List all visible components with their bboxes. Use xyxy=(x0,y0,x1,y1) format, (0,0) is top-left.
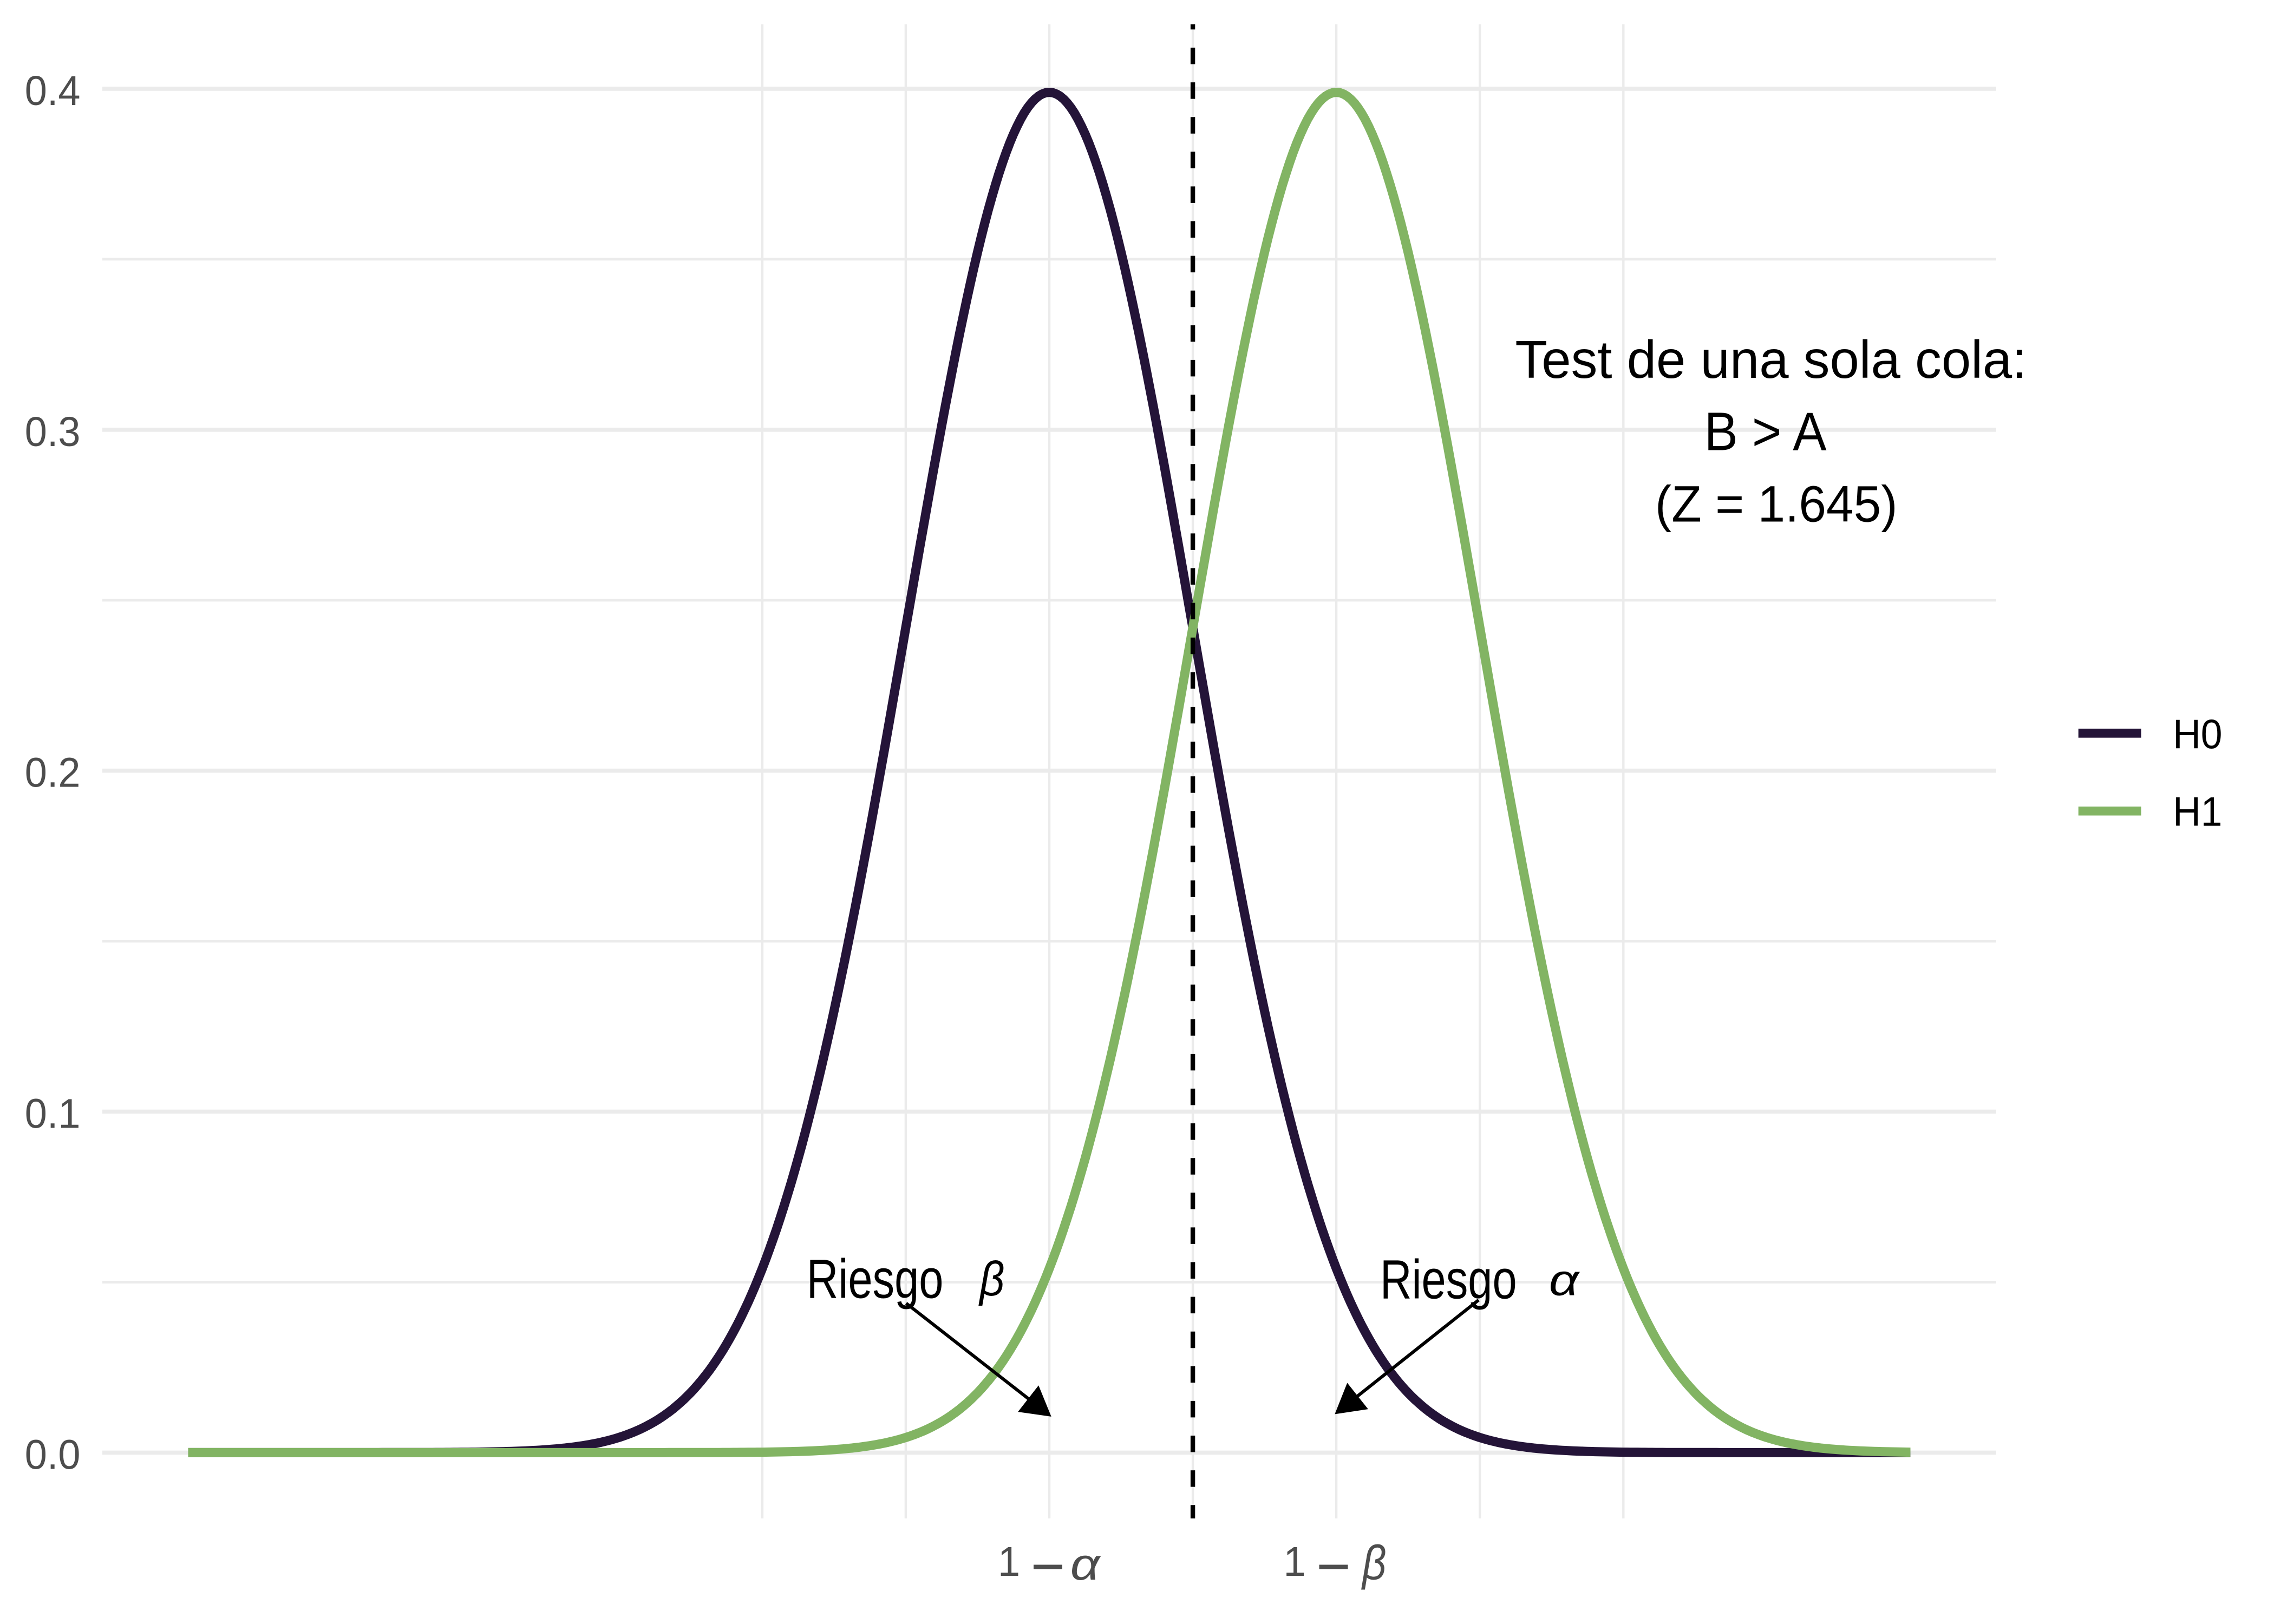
svg-text:β: β xyxy=(1361,1536,1386,1590)
svg-text:0.0: 0.0 xyxy=(25,1431,81,1478)
svg-text:α: α xyxy=(1070,1539,1102,1589)
svg-text:B > A: B > A xyxy=(1704,401,1827,462)
svg-text:Riesgo: Riesgo xyxy=(1380,1249,1517,1311)
svg-text:α: α xyxy=(1549,1255,1580,1304)
svg-text:H1: H1 xyxy=(2173,789,2222,835)
svg-text:(Z = 1.645): (Z = 1.645) xyxy=(1655,475,1898,533)
svg-text:H0: H0 xyxy=(2173,711,2222,757)
svg-text:0.3: 0.3 xyxy=(25,408,81,455)
svg-text:1: 1 xyxy=(998,1538,1020,1585)
svg-text:β: β xyxy=(978,1252,1004,1306)
svg-text:0.1: 0.1 xyxy=(25,1090,81,1137)
svg-text:Test de una sola cola:: Test de una sola cola: xyxy=(1515,330,2027,389)
svg-text:0.4: 0.4 xyxy=(25,68,81,114)
svg-text:1: 1 xyxy=(1284,1538,1306,1585)
svg-text:0.2: 0.2 xyxy=(25,749,81,796)
svg-text:Riesgo: Riesgo xyxy=(807,1248,944,1309)
